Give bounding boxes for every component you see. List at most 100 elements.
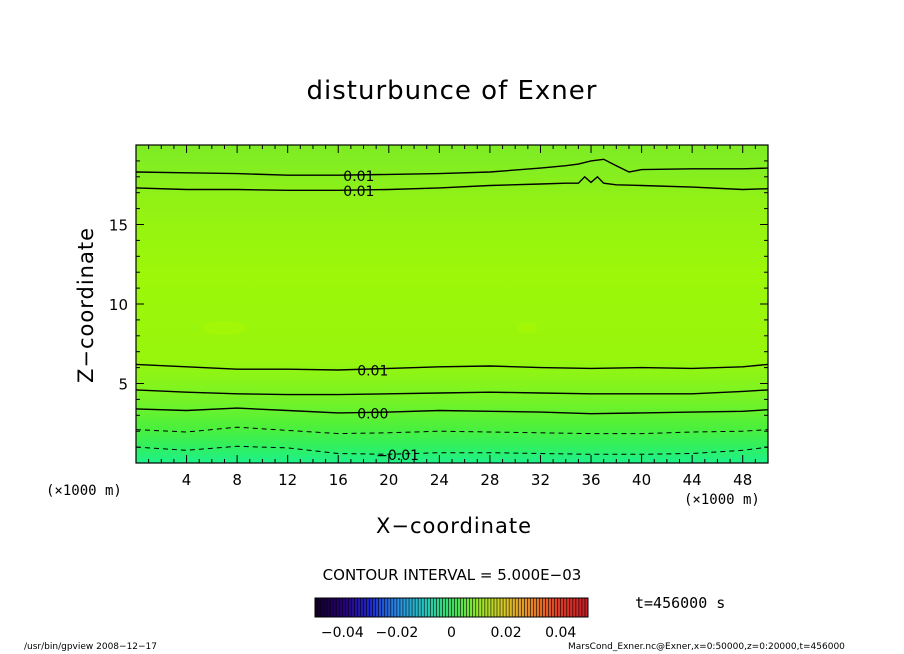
colorbar-cell: [342, 598, 346, 617]
colorbar-cell: [451, 598, 455, 617]
colorbar-cell: [454, 598, 458, 617]
colorbar-cell: [472, 598, 477, 617]
footer-right: MarsCond_Exner.nc@Exner,x=0:50000,z=0:20…: [568, 642, 845, 652]
colorbar-cell: [321, 598, 325, 617]
colorbar-cell: [375, 598, 379, 617]
colorbar-cell: [387, 598, 392, 617]
colorbar-cell: [354, 598, 358, 617]
colorbar-cell: [548, 598, 552, 617]
colorbar-cell: [563, 598, 568, 617]
colorbar-cell: [409, 598, 413, 617]
colorbar-cell: [348, 598, 352, 617]
y-axis-label: Z−coordinate: [74, 227, 98, 383]
colorbar-cell: [363, 598, 367, 617]
colorbar-cell: [578, 598, 583, 617]
colorbar-cell: [533, 598, 537, 617]
colorbar-cell: [324, 598, 328, 617]
colorbar-cell: [369, 598, 373, 617]
x-tick-label: 40: [632, 471, 651, 489]
colorbar-cell: [497, 598, 501, 617]
contour-line: [136, 445, 768, 455]
colorbar-cell: [315, 598, 319, 617]
colorbar-cell: [448, 598, 452, 617]
colorbar-cell: [557, 598, 561, 617]
colorbar-frame: [314, 597, 589, 618]
colorbar-cell: [475, 598, 480, 617]
colorbar-cell: [390, 598, 395, 617]
colorbar-cell: [484, 598, 489, 617]
contour-interval: CONTOUR INTERVAL = 5.000E−03: [322, 566, 582, 584]
colorbar-cell: [457, 598, 461, 617]
time-label: t=456000 s: [635, 594, 726, 612]
x-tick-label: 16: [329, 471, 348, 489]
colorbar-cell: [351, 598, 355, 617]
contour-line: [136, 407, 768, 415]
colorbar-cell: [584, 598, 589, 617]
x-tick-label: 8: [232, 471, 242, 489]
contour-line: [136, 175, 768, 191]
colorbar-cell: [406, 598, 410, 617]
colorbar-cell: [542, 598, 546, 617]
colorbar-cell: [345, 598, 349, 617]
colorbar-tick-label: −0.04: [321, 625, 364, 641]
colorbar-cell: [327, 598, 331, 617]
colorbar-cell: [433, 598, 437, 617]
x-tick-label: 48: [733, 471, 752, 489]
colorbar-cell: [357, 598, 361, 617]
colorbar-cell: [463, 598, 467, 617]
colorbar-cell: [566, 598, 571, 617]
shaded-field: [136, 145, 768, 463]
x-tick-label: 24: [430, 471, 449, 489]
colorbar-cell: [336, 598, 340, 617]
y-tick-label: 10: [109, 296, 128, 314]
colorbar-cell: [360, 598, 364, 617]
colorbar-cell: [439, 598, 443, 617]
colorbar-cell: [399, 598, 404, 617]
colorbar-cell: [442, 598, 446, 617]
x-tick-label: 4: [182, 471, 192, 489]
x-tick-label: 32: [531, 471, 550, 489]
colorbar-cell: [424, 598, 428, 617]
colorbar-cell: [536, 598, 540, 617]
colorbar-tick-label: −0.02: [375, 625, 418, 641]
colorbar-cell: [506, 598, 510, 617]
contour-label: −0.01: [376, 448, 419, 464]
colorbar-cell: [512, 598, 516, 617]
contour-line: [136, 426, 768, 435]
colorbar-cell: [396, 598, 401, 617]
colorbar-cell: [554, 598, 558, 617]
colorbar-cell: [478, 598, 483, 617]
colorbar-cell: [415, 598, 419, 617]
contour-label: 0.00: [357, 407, 388, 423]
colorbar-cell: [402, 598, 407, 617]
colorbar-cell: [487, 598, 492, 617]
x-axis-unit: (×1000 m): [684, 492, 760, 508]
colorbar-cell: [421, 598, 425, 617]
colorbar-cell: [318, 598, 322, 617]
colorbar-cell: [430, 598, 434, 617]
colorbar-cell: [333, 598, 337, 617]
x-tick-label: 28: [480, 471, 499, 489]
colorbar-cell: [378, 598, 383, 617]
chart-title: disturbunce of Exner: [306, 76, 598, 106]
colorbar-cell: [515, 598, 519, 617]
colorbar-cell: [339, 598, 343, 617]
colorbar-cell: [521, 598, 525, 617]
colorbar-cell: [460, 598, 464, 617]
colorbar-tick-label: 0.04: [545, 625, 576, 641]
colorbar-cell: [436, 598, 440, 617]
colorbar-cell: [503, 598, 507, 617]
colorbar-cell: [569, 598, 574, 617]
x-axis-label: X−coordinate: [376, 514, 532, 538]
colorbar-cell: [418, 598, 422, 617]
colorbar-cell: [381, 598, 386, 617]
contour-label: 0.01: [343, 169, 374, 185]
colorbar-cell: [518, 598, 522, 617]
contour-line: [136, 158, 768, 176]
colorbar-cell: [509, 598, 513, 617]
colorbar-cell: [581, 598, 586, 617]
colorbar-tick-label: 0.02: [491, 625, 522, 641]
colorbar: −0.04 −0.02 0 0.02 0.04: [314, 597, 589, 641]
contour-line: [136, 389, 768, 396]
